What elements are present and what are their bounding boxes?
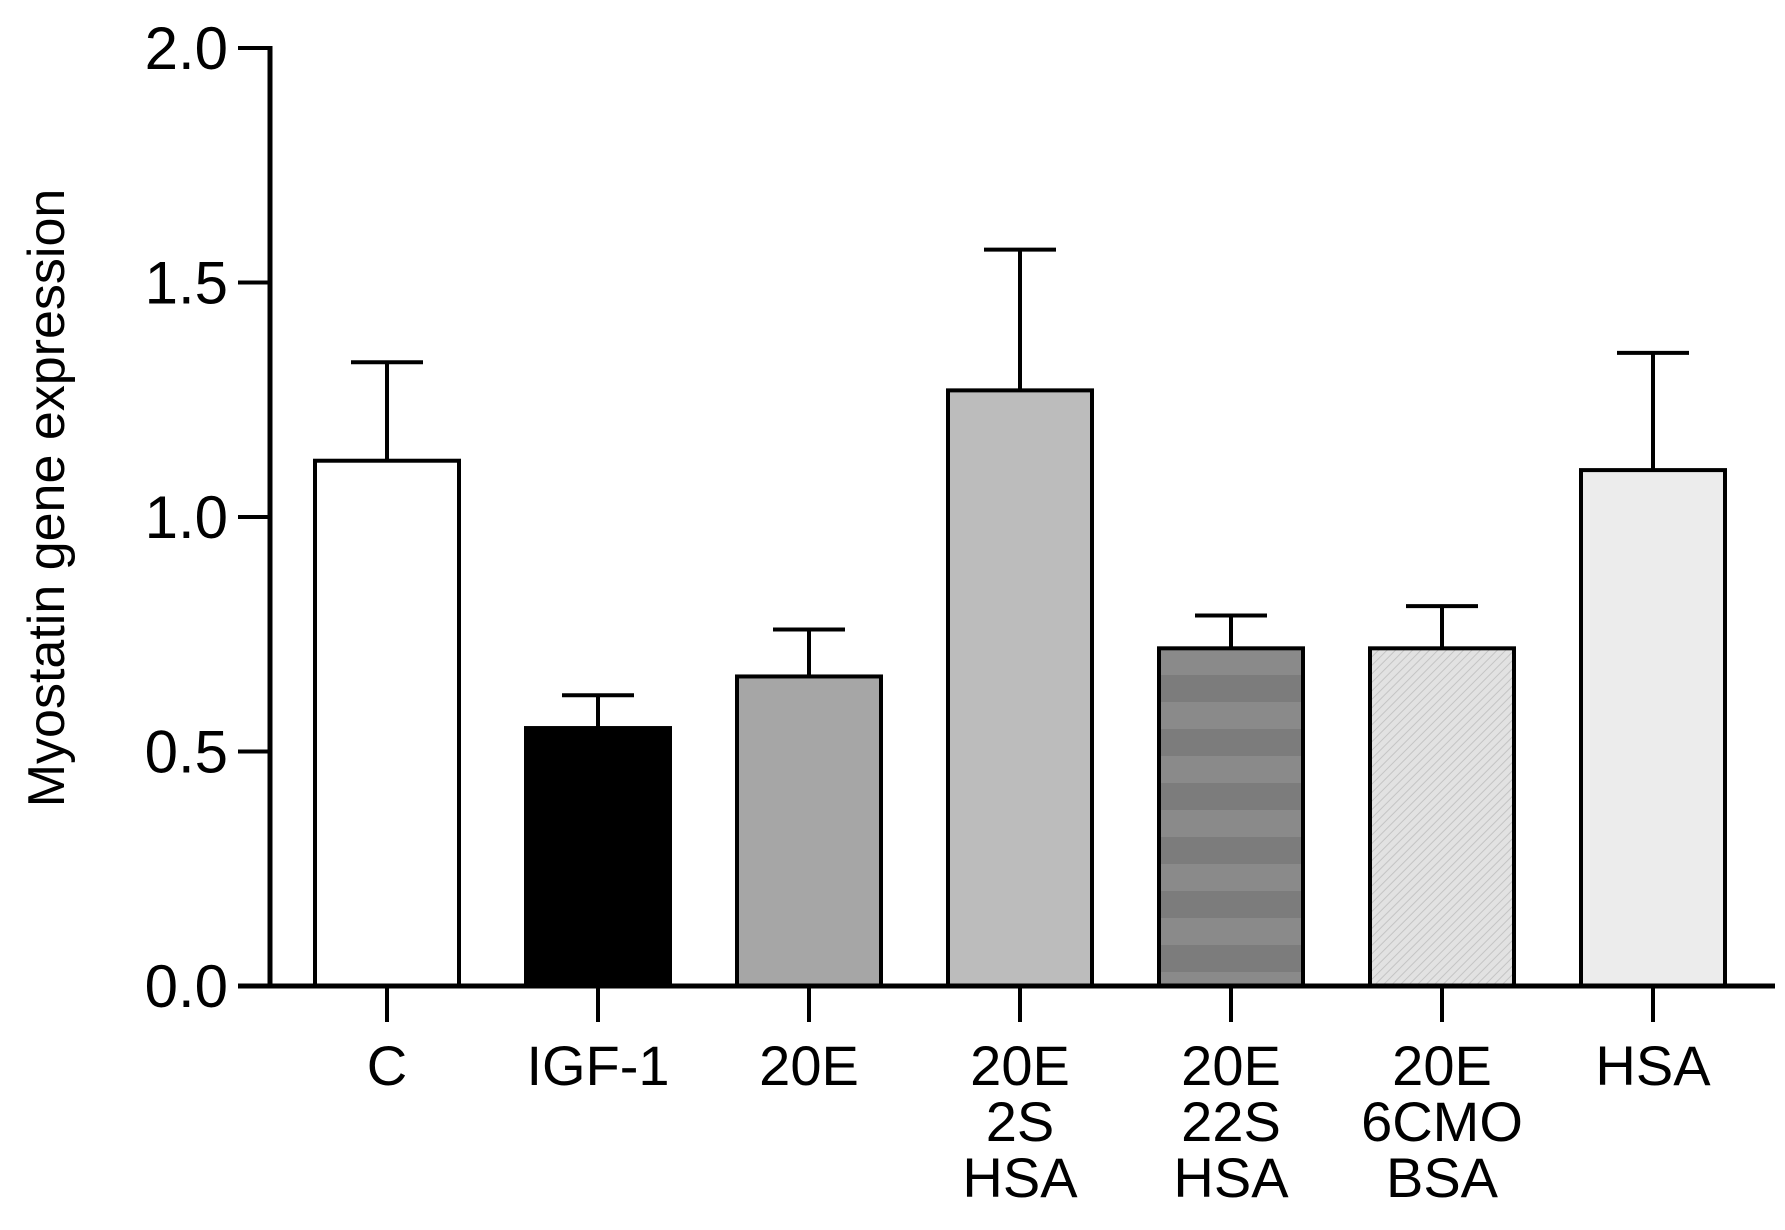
x-tick-label-line: 20E [970, 1034, 1070, 1097]
y-tick-label: 1.5 [145, 250, 228, 317]
bar [946, 388, 1094, 988]
x-tick-label-line: 20E [1181, 1034, 1281, 1097]
x-tick-label: IGF-1 [526, 1034, 669, 1097]
x-tick-label-line: 22S [1181, 1090, 1281, 1153]
bar [1579, 468, 1727, 989]
x-tick-label: 20E 2S HSA [962, 1034, 1078, 1209]
bar [1157, 646, 1305, 988]
bar [313, 458, 461, 989]
x-tick-label-line: HSA [1173, 1146, 1289, 1209]
y-axis-title: Myostatin gene expression [18, 189, 76, 808]
x-tick-label: 20E 22S HSA [1173, 1034, 1289, 1209]
bar [735, 674, 883, 989]
x-tick-label-line: C [367, 1034, 407, 1097]
x-tick-label-line: IGF-1 [526, 1034, 669, 1097]
y-tick-label: 2.0 [145, 15, 228, 82]
x-tick-label: 20E 6CMO BSA [1361, 1034, 1523, 1209]
y-tick-label: 0.0 [145, 953, 228, 1020]
bar [1368, 646, 1516, 988]
x-tick-label-line: HSA [962, 1146, 1078, 1209]
x-tick-label-line: 20E [759, 1034, 859, 1097]
x-tick-label: C [367, 1034, 407, 1097]
x-tick-label-line: BSA [1386, 1146, 1499, 1209]
x-tick-label-line: HSA [1595, 1034, 1711, 1097]
bar [524, 726, 672, 988]
x-tick-label: HSA [1595, 1034, 1711, 1097]
x-tick-label-line: 20E [1392, 1034, 1492, 1097]
x-tick-label-line: 2S [986, 1090, 1055, 1153]
y-tick-label: 1.0 [145, 484, 228, 551]
x-tick-label-line: 6CMO [1361, 1090, 1523, 1153]
y-tick-label: 0.5 [145, 719, 228, 786]
x-tick-label: 20E [759, 1034, 859, 1097]
